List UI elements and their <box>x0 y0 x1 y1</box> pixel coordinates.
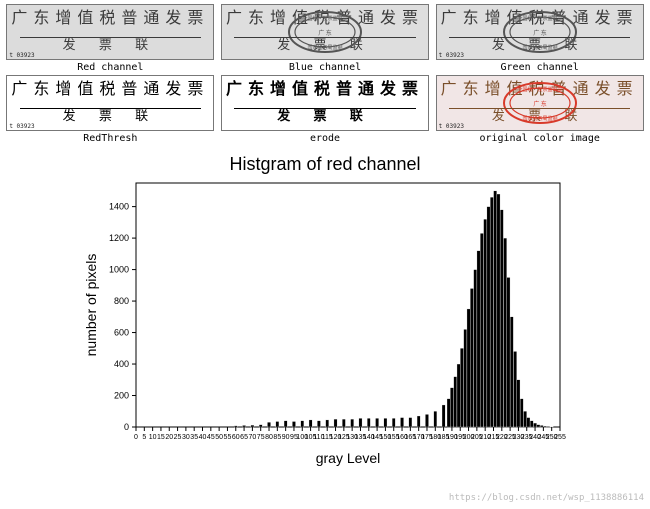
invoice-sub: 发 票 联 <box>492 109 588 124</box>
svg-text:1200: 1200 <box>109 233 129 243</box>
invoice-title: 广东增值税普通发票 <box>441 11 639 27</box>
svg-text:85: 85 <box>273 434 281 441</box>
svg-text:1000: 1000 <box>109 265 129 275</box>
svg-text:255: 255 <box>554 434 566 441</box>
panel-2: 全国统一发票监制章 国家税务局监制 广 东 广东增值税普通发票 发 票 联 t … <box>433 4 646 73</box>
svg-text:45: 45 <box>207 434 215 441</box>
invoice-sub: 发 票 联 <box>63 38 159 53</box>
svg-text:5: 5 <box>142 434 146 441</box>
svg-text:25: 25 <box>174 434 182 441</box>
svg-text:800: 800 <box>114 296 129 306</box>
invoice-title: 广东增值税普通发票 <box>11 11 209 27</box>
corner-code: t 03923 <box>439 123 464 130</box>
svg-text:75: 75 <box>257 434 265 441</box>
svg-text:35: 35 <box>190 434 198 441</box>
svg-text:1400: 1400 <box>109 202 129 212</box>
svg-text:50: 50 <box>215 434 223 441</box>
invoice-sub: 发 票 联 <box>63 109 159 124</box>
svg-text:55: 55 <box>224 434 232 441</box>
svg-text:40: 40 <box>199 434 207 441</box>
watermark: https://blog.csdn.net/wsp_1138886114 <box>449 493 644 503</box>
svg-text:400: 400 <box>114 359 129 369</box>
panel-caption: erode <box>310 133 340 144</box>
svg-text:gray Level: gray Level <box>316 450 381 466</box>
invoice-title: 广东增值税普通发票 <box>441 82 639 98</box>
invoice-sub: 发 票 联 <box>492 38 588 53</box>
panel-0: 广东增值税普通发票 发 票 联 t 03923 Red channel <box>4 4 217 73</box>
panel-caption: Green channel <box>501 62 579 73</box>
corner-code: t 03923 <box>439 52 464 59</box>
svg-text:15: 15 <box>157 434 165 441</box>
svg-text:0: 0 <box>134 434 138 441</box>
corner-code: t 03923 <box>9 123 34 130</box>
svg-text:70: 70 <box>248 434 256 441</box>
svg-text:65: 65 <box>240 434 248 441</box>
svg-text:80: 80 <box>265 434 273 441</box>
panel-3: 广东增值税普通发票 发 票 联 t 03923 RedThresh <box>4 75 217 144</box>
invoice-sub: 发 票 联 <box>277 38 373 53</box>
svg-text:10: 10 <box>149 434 157 441</box>
invoice-title: 广东增值税普通发票 <box>226 11 424 27</box>
svg-text:广 东: 广 东 <box>318 29 332 37</box>
panel-caption: Blue channel <box>289 62 361 73</box>
svg-text:90: 90 <box>282 434 290 441</box>
panel-caption: original color image <box>479 133 599 144</box>
chart-title: Histgram of red channel <box>80 154 570 175</box>
invoice-sub: 发 票 联 <box>277 109 373 124</box>
svg-text:广 东: 广 东 <box>533 29 547 37</box>
panel-caption: RedThresh <box>83 133 137 144</box>
panel-caption: Red channel <box>77 62 143 73</box>
histogram-chart: 0200400600800100012001400051015202530354… <box>80 177 570 467</box>
svg-text:20: 20 <box>165 434 173 441</box>
panel-1: 全国统一发票监制章 国家税务局监制 广 东 广东增值税普通发票 发 票 联 Bl… <box>219 4 432 73</box>
panel-4: 广东增值税普通发票 发 票 联 erode <box>219 75 432 144</box>
corner-code: t 03923 <box>9 52 34 59</box>
svg-text:广 东: 广 东 <box>533 100 547 108</box>
svg-text:600: 600 <box>114 328 129 338</box>
invoice-title: 广东增值税普通发票 <box>11 82 209 98</box>
svg-text:number of pixels: number of pixels <box>83 254 99 357</box>
svg-text:200: 200 <box>114 391 129 401</box>
panel-5: 全国统一发票监制章 国家税务局监制 广 东 广东增值税普通发票 发 票 联 t … <box>433 75 646 144</box>
svg-text:60: 60 <box>232 434 240 441</box>
invoice-title: 广东增值税普通发票 <box>226 82 424 98</box>
svg-text:30: 30 <box>182 434 190 441</box>
svg-text:0: 0 <box>124 422 129 432</box>
